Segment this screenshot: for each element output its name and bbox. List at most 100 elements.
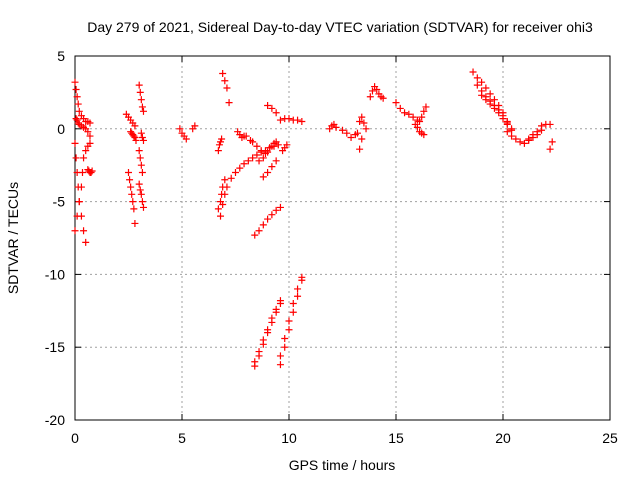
data-point	[176, 125, 184, 133]
data-point	[486, 100, 494, 108]
data-point	[276, 297, 284, 305]
data-point	[520, 139, 528, 147]
data-point	[80, 227, 88, 235]
data-point	[294, 116, 302, 124]
data-point	[413, 123, 421, 131]
data-point	[72, 115, 80, 123]
data-point	[236, 164, 244, 172]
data-point	[138, 168, 146, 176]
data-point	[473, 81, 481, 89]
data-point	[268, 211, 276, 219]
data-point	[294, 292, 302, 300]
data-point	[218, 135, 226, 143]
data-point	[516, 138, 524, 146]
data-point	[473, 74, 481, 82]
data-point	[276, 203, 284, 211]
data-point	[276, 352, 284, 360]
data-point	[368, 87, 376, 95]
data-point	[86, 119, 94, 127]
x-tick-label: 15	[388, 430, 404, 446]
y-tick-label: 0	[57, 121, 65, 137]
grid	[75, 56, 610, 420]
data-point	[264, 102, 272, 110]
data-point	[358, 113, 366, 121]
data-point	[219, 201, 227, 209]
data-point	[214, 205, 222, 213]
data-point	[139, 107, 147, 115]
data-point	[136, 186, 144, 194]
data-point	[138, 198, 146, 206]
data-point	[136, 88, 144, 96]
data-point	[538, 126, 546, 134]
data-point	[268, 104, 276, 112]
data-point	[88, 167, 96, 175]
data-point	[251, 358, 259, 366]
data-point	[264, 148, 272, 156]
data-point	[257, 147, 265, 155]
data-point	[264, 168, 272, 176]
data-point	[512, 135, 520, 143]
data-point	[422, 103, 430, 111]
data-point	[125, 168, 132, 176]
x-axis-label: GPS time / hours	[289, 457, 396, 473]
data-point	[227, 174, 235, 182]
data-point	[72, 85, 80, 93]
data-point	[283, 141, 291, 149]
data-point	[285, 326, 293, 334]
data-point	[360, 119, 368, 127]
data-point	[379, 94, 387, 102]
data-point	[223, 183, 231, 191]
data-point	[546, 120, 554, 128]
data-point	[529, 134, 537, 142]
data-points	[71, 68, 556, 370]
data-point	[478, 78, 486, 86]
data-point	[72, 154, 80, 162]
data-point	[244, 157, 252, 165]
data-point	[137, 190, 145, 198]
data-point	[259, 221, 267, 229]
data-point	[249, 154, 257, 162]
data-point	[135, 147, 143, 155]
data-point	[285, 115, 293, 123]
data-point	[249, 138, 257, 146]
data-point	[276, 116, 284, 124]
x-tick-label: 10	[281, 430, 297, 446]
data-point	[255, 157, 263, 165]
data-point	[409, 113, 417, 121]
data-point	[71, 227, 79, 235]
x-tick-label: 5	[178, 430, 186, 446]
data-point	[416, 118, 424, 126]
data-point	[71, 139, 79, 147]
data-point	[268, 314, 276, 322]
data-point	[253, 151, 261, 159]
data-point	[131, 219, 139, 227]
y-tick-label: -20	[45, 412, 65, 428]
data-point	[362, 125, 370, 133]
data-point	[546, 145, 554, 153]
data-point	[75, 198, 83, 206]
data-point	[276, 361, 284, 369]
y-tick-label: -5	[53, 194, 66, 210]
data-point	[420, 131, 428, 139]
data-point	[221, 190, 229, 198]
data-point	[420, 107, 428, 115]
data-point	[127, 183, 135, 191]
x-tick-label: 20	[495, 430, 511, 446]
data-point	[289, 308, 297, 316]
data-point	[136, 154, 144, 162]
chart-title: Day 279 of 2021, Sidereal Day-to-day VTE…	[87, 19, 593, 35]
data-point	[137, 129, 145, 137]
data-point	[80, 154, 88, 162]
y-tick-label: -10	[45, 266, 65, 282]
data-point	[272, 206, 280, 214]
data-point	[281, 343, 289, 351]
data-point	[223, 84, 231, 92]
data-point	[139, 203, 147, 211]
data-point	[240, 160, 248, 168]
data-point	[401, 109, 409, 117]
data-point	[298, 273, 306, 281]
data-point	[272, 138, 280, 146]
y-tick-label: 5	[57, 48, 65, 64]
data-point	[217, 212, 225, 220]
data-point	[264, 326, 272, 334]
